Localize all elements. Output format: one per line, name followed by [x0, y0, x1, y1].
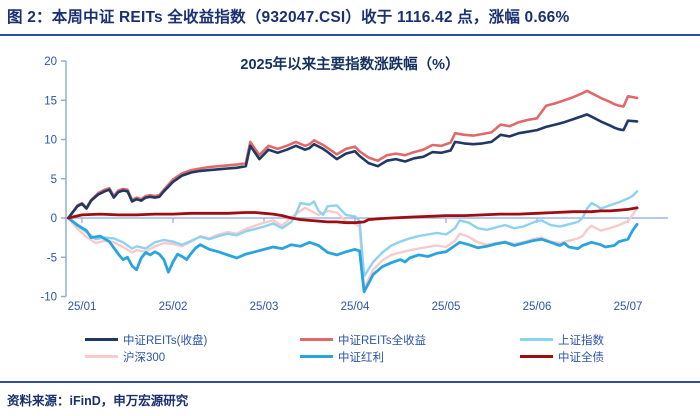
legend-label: 中证红利 — [338, 351, 384, 364]
x-axis-label: 25/01 — [68, 301, 97, 313]
series-line-中证全债 — [66, 206, 639, 225]
series-line-沪深300 — [67, 206, 639, 290]
series-line-上证指数 — [67, 190, 639, 278]
y-axis-label: 20 — [44, 56, 57, 68]
legend-swatch — [520, 355, 553, 358]
series-line-中证红利 — [66, 216, 639, 294]
x-axis-label: 25/04 — [341, 301, 370, 313]
x-axis-label: 25/06 — [523, 301, 552, 313]
x-axis-label: 25/05 — [432, 301, 461, 313]
legend-item-中证全债: 中证全债 — [520, 349, 604, 364]
footer-divider — [0, 381, 700, 383]
y-axis-label: 10 — [44, 135, 57, 147]
legend-swatch — [300, 355, 333, 358]
header-divider — [0, 34, 700, 36]
figure-title: 图 2：本周中证 REITs 全收益指数（932047.CSI）收于 1116.… — [7, 9, 570, 26]
legend-item-沪深300: 沪深300 — [85, 349, 165, 364]
x-axis-label: 25/02 — [159, 301, 188, 313]
legend-swatch — [85, 355, 118, 358]
legend-swatch — [85, 338, 118, 341]
legend-label: 中证全债 — [558, 351, 604, 364]
x-axis-label: 25/07 — [614, 301, 643, 313]
chart-title: 2025年以来主要指数涨跌幅（%） — [240, 57, 460, 73]
legend-item-中证红利: 中证红利 — [300, 349, 384, 364]
y-axis-label: 15 — [44, 95, 57, 107]
y-axis-label: 0 — [51, 213, 57, 225]
series-line-中证REITs(收盘) — [67, 113, 639, 220]
series-line-中证REITs全收益 — [67, 89, 639, 220]
y-axis-label: -5 — [47, 252, 57, 264]
legend-swatch — [520, 338, 553, 341]
x-axis-label: 25/03 — [250, 301, 279, 313]
source-note: 资料来源：iFinD，申万宏源研究 — [7, 394, 189, 408]
y-axis-label: 5 — [51, 174, 57, 186]
y-axis-label: -10 — [40, 292, 57, 304]
chart-plot: 20 15 10 5 0 -5 -10 25/01 25/02 25/03 25/04 25/05 25… — [40, 56, 668, 313]
legend-swatch — [300, 338, 333, 341]
legend-label: 沪深300 — [123, 351, 166, 364]
